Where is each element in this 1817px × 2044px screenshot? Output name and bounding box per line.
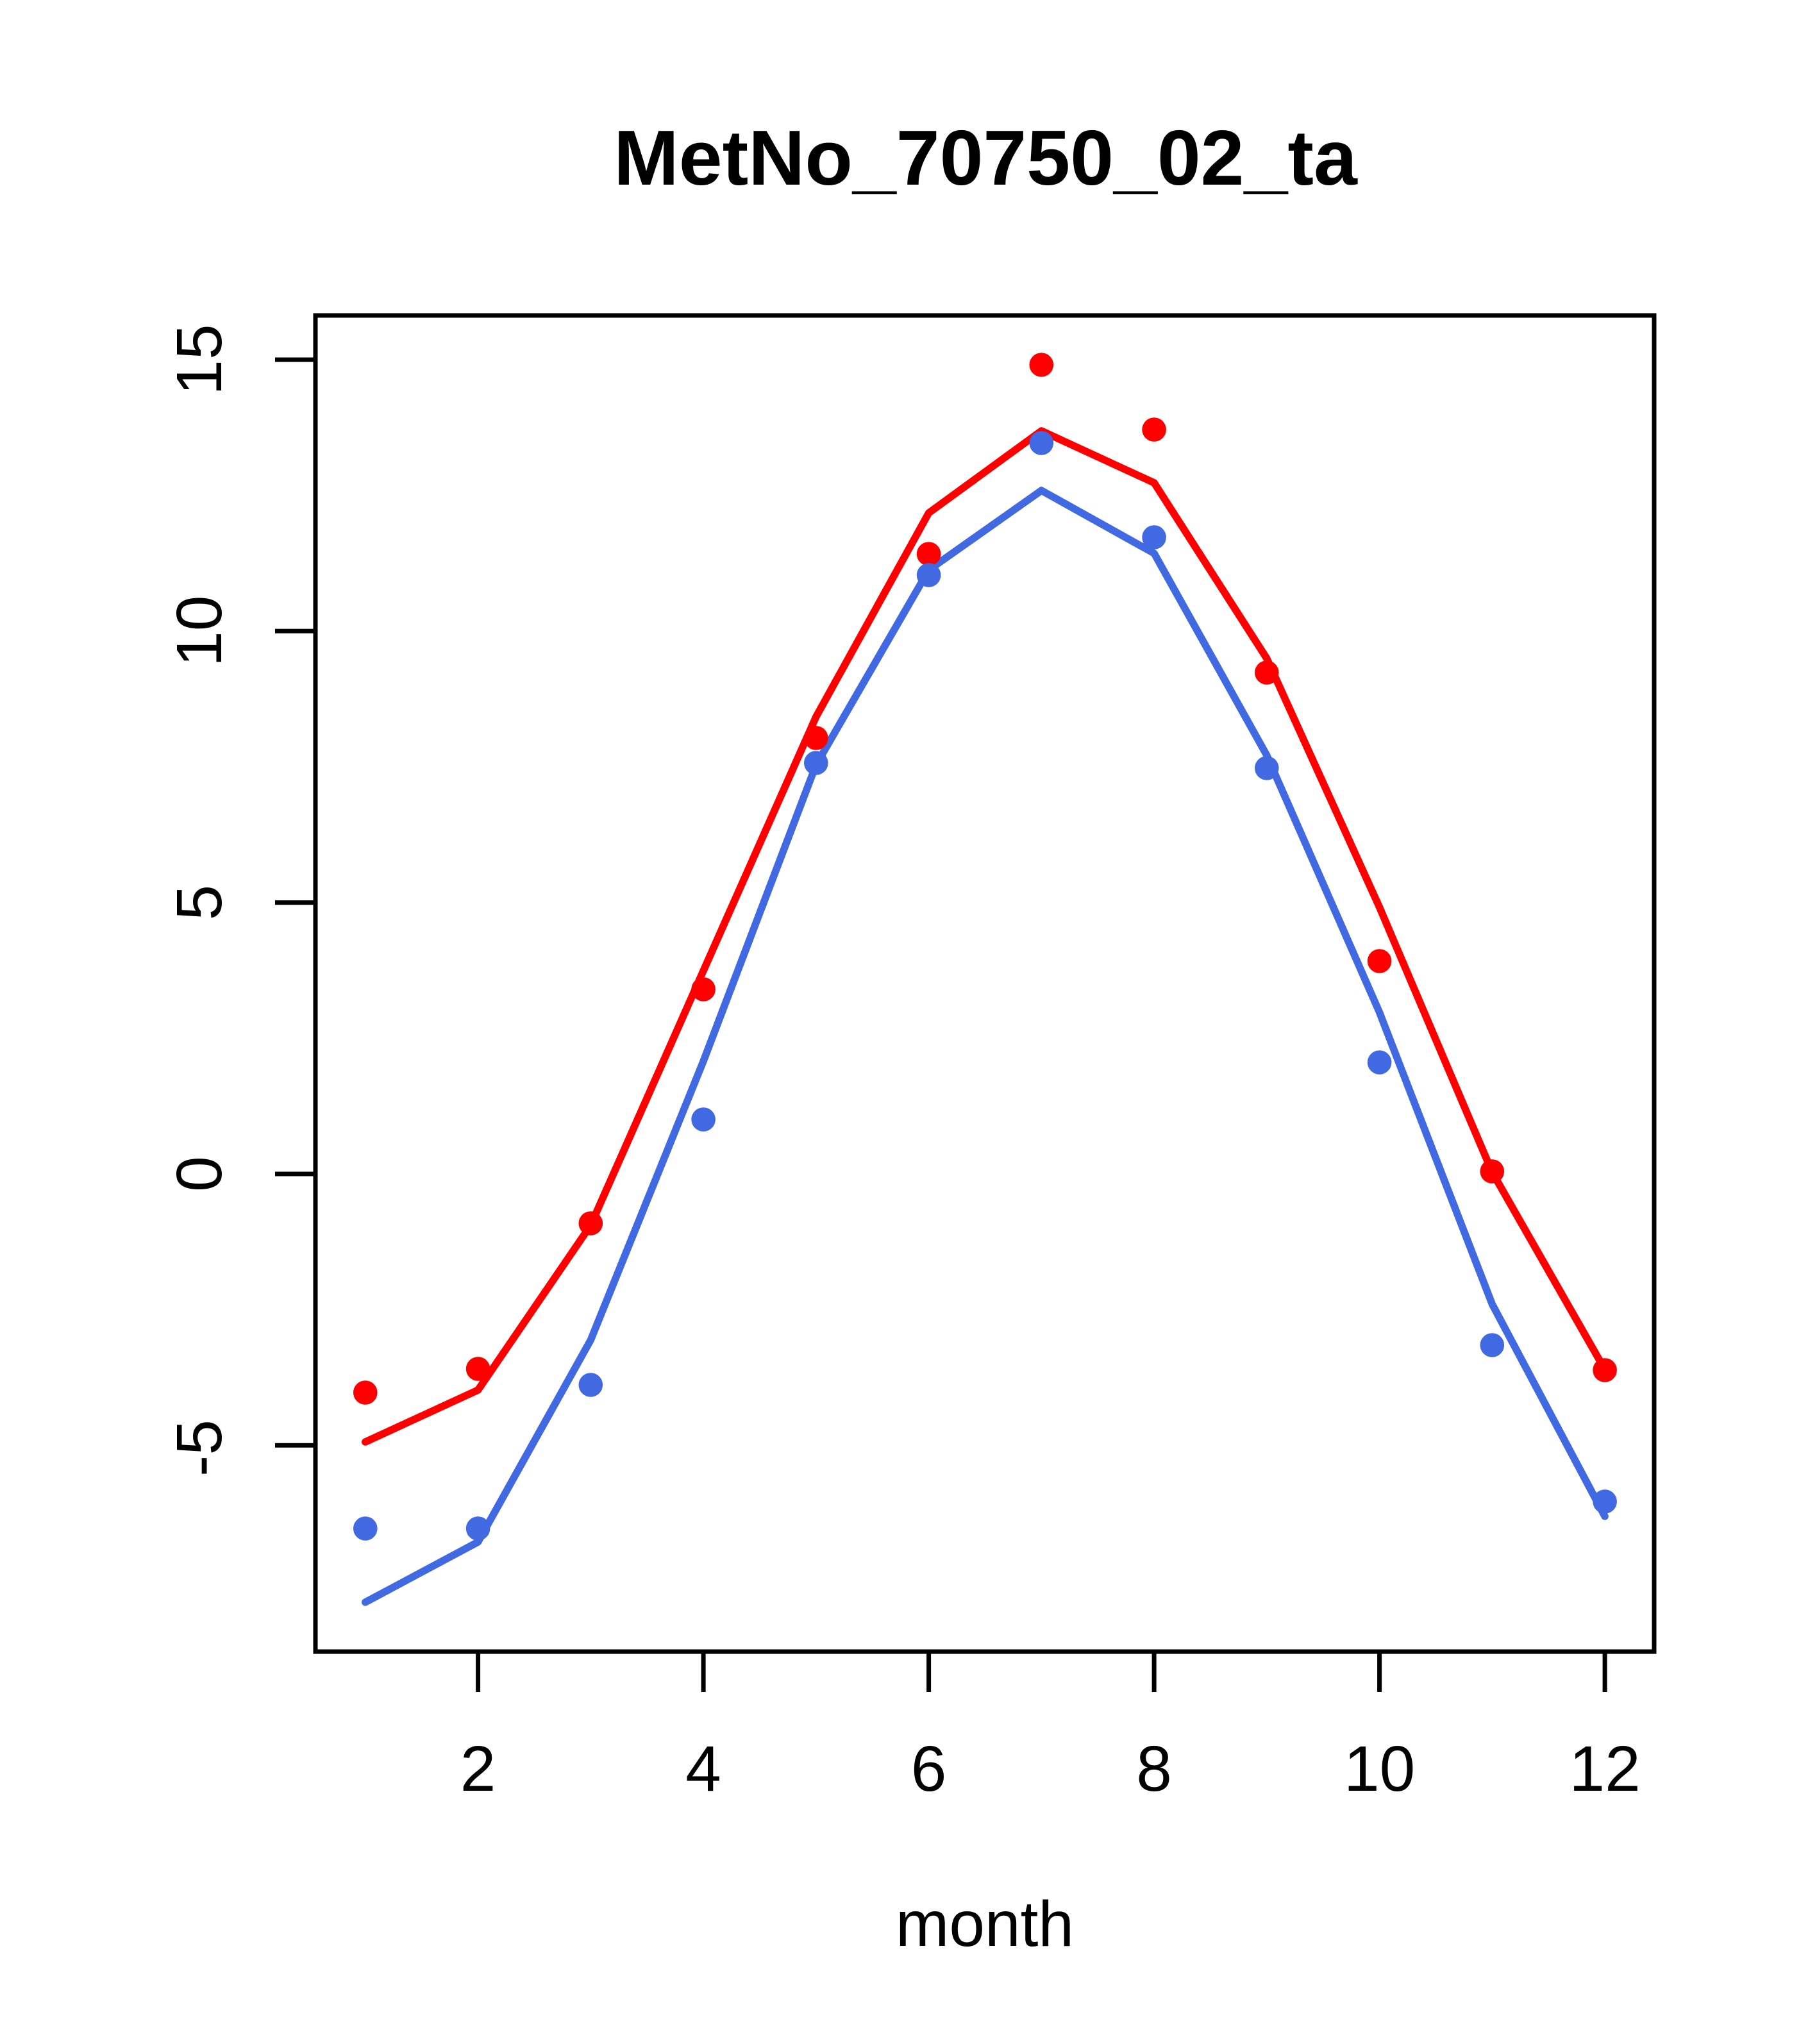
svg-text:8: 8 [1136, 1733, 1172, 1805]
svg-text:MetNo_70750_02_ta: MetNo_70750_02_ta [614, 114, 1358, 201]
svg-text:month: month [896, 1888, 1074, 1960]
svg-text:15: 15 [163, 324, 235, 395]
svg-text:10: 10 [163, 596, 235, 667]
svg-text:4: 4 [685, 1733, 721, 1805]
svg-text:2: 2 [460, 1733, 496, 1805]
svg-text:6: 6 [911, 1733, 947, 1805]
svg-text:-5: -5 [163, 1420, 235, 1477]
svg-text:5: 5 [163, 885, 235, 921]
svg-text:0: 0 [163, 1156, 235, 1192]
svg-text:10: 10 [1344, 1733, 1415, 1805]
svg-text:12: 12 [1569, 1733, 1640, 1805]
